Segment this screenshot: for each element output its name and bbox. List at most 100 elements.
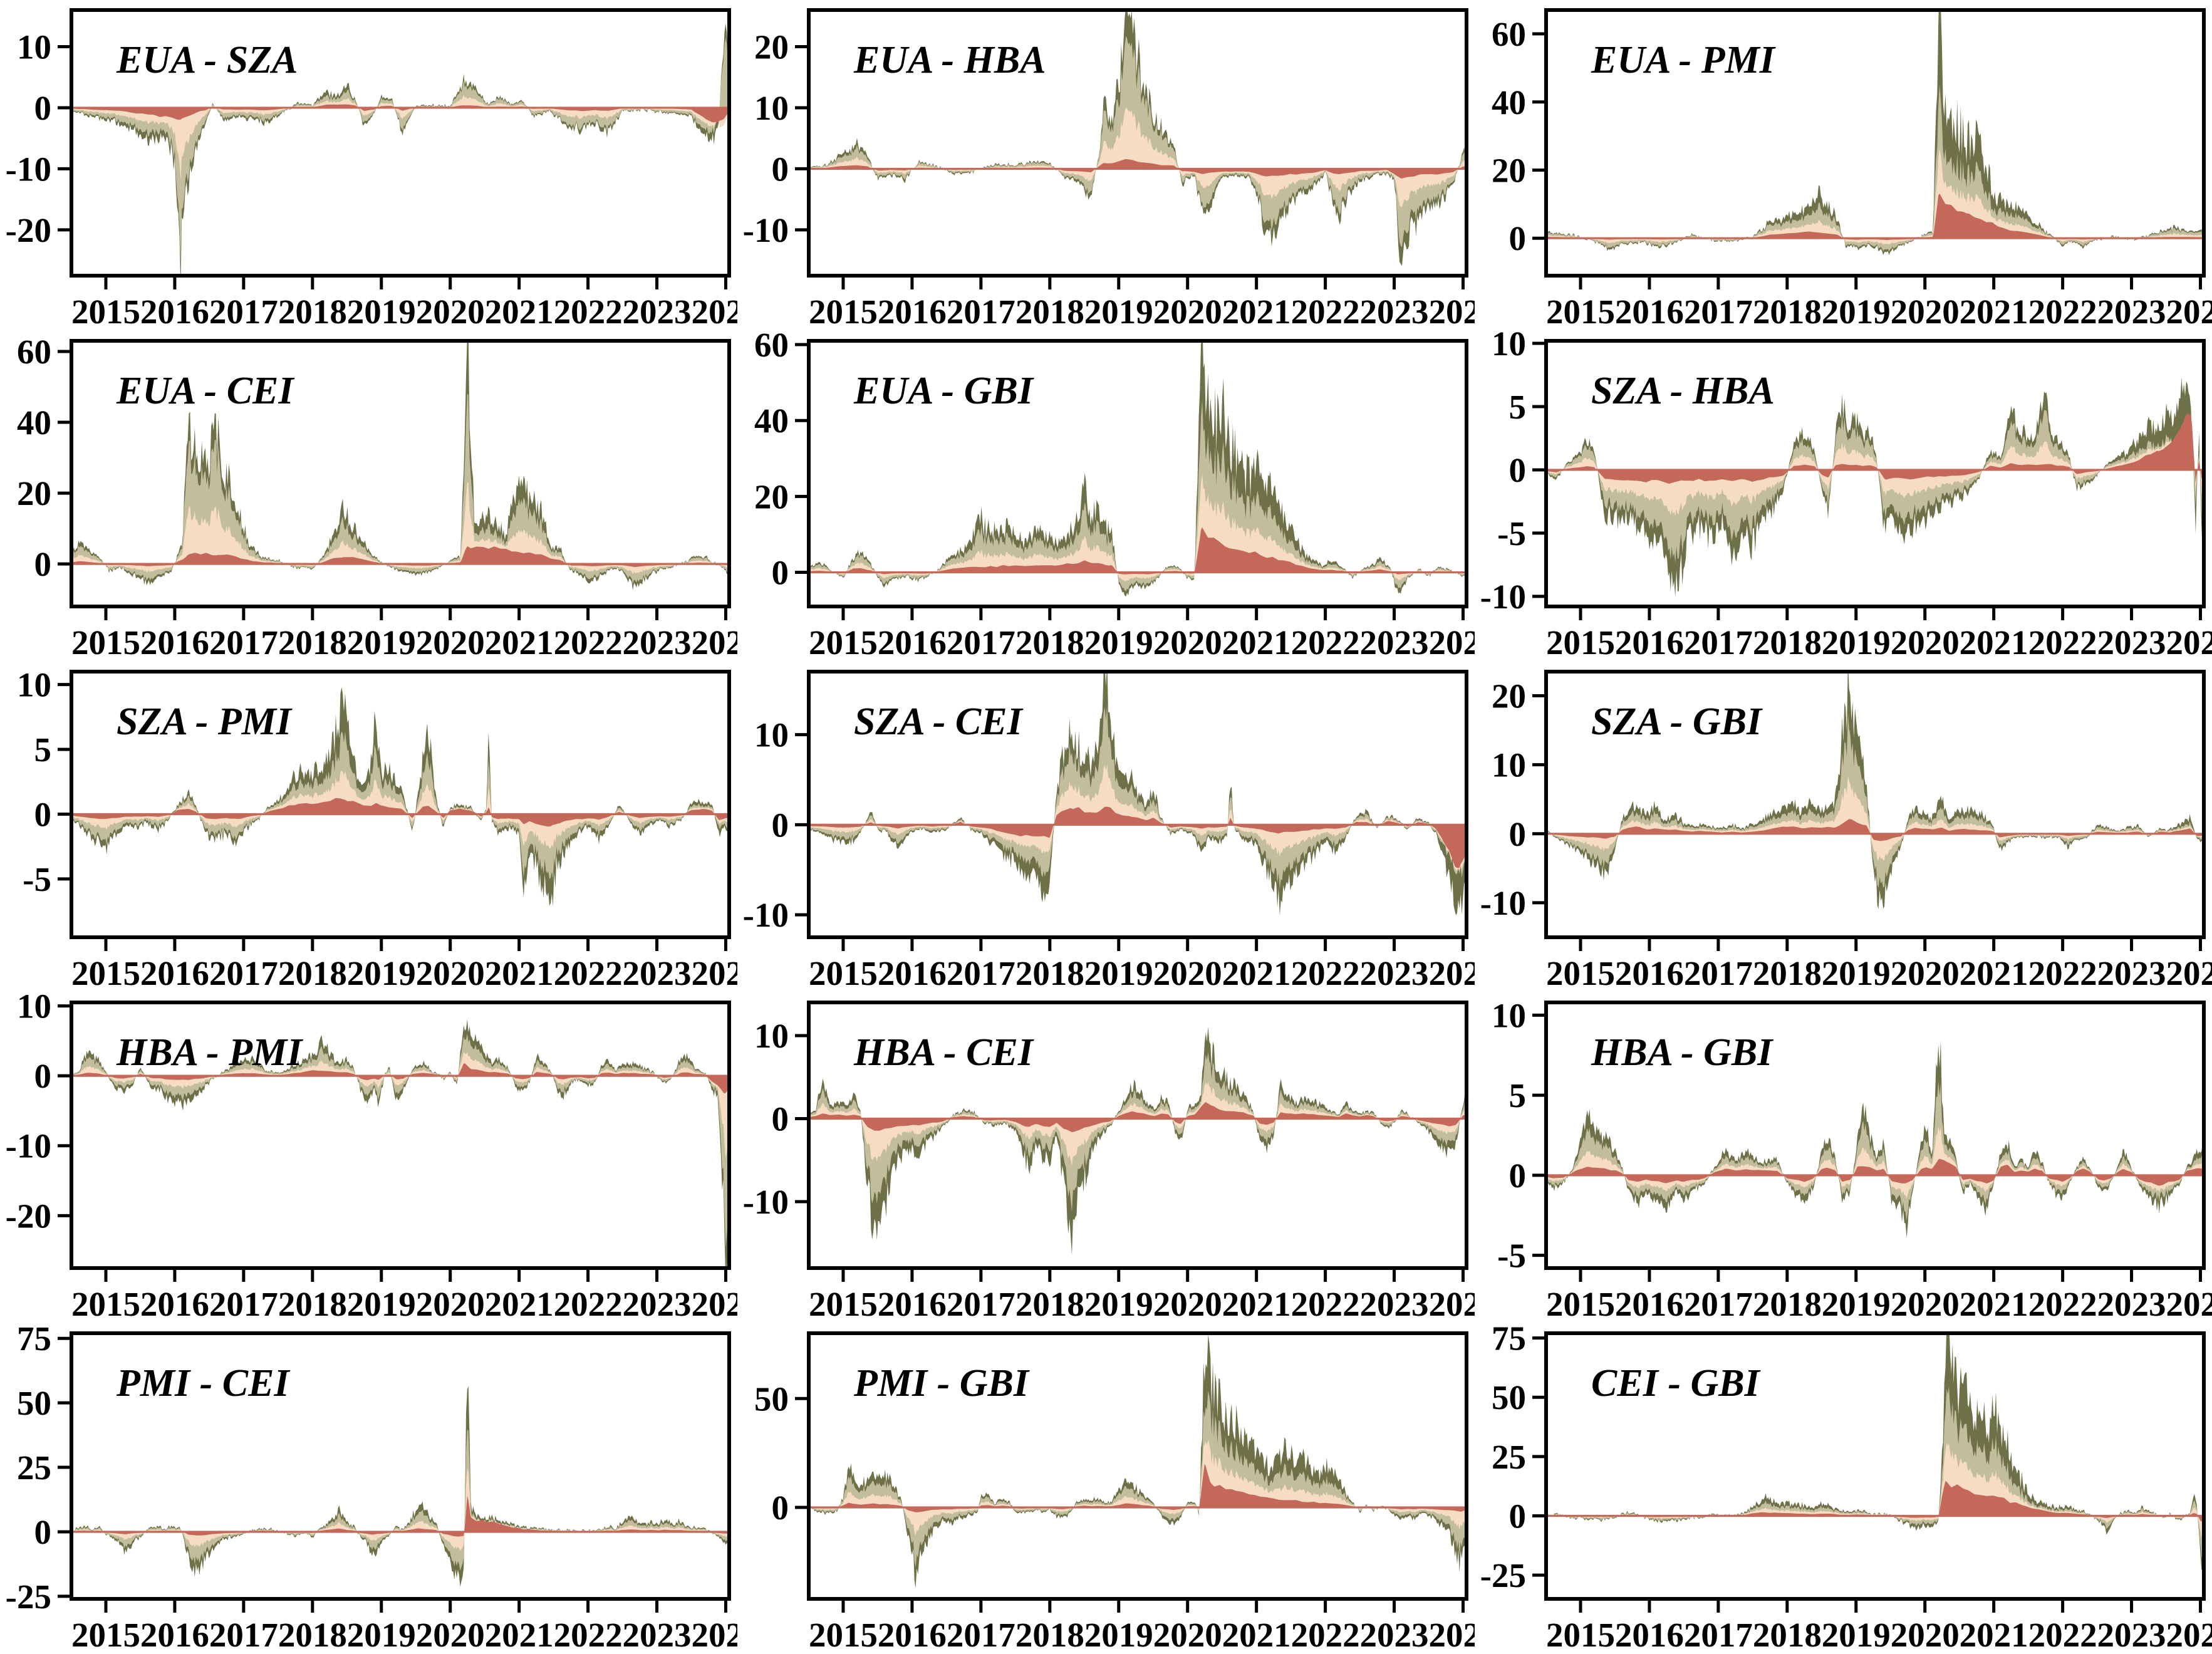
x-tick-label: 2017 <box>947 293 1015 331</box>
y-tick-label: 0 <box>34 796 52 834</box>
subplot-sza-cei: SZA - CEI 2015 2016 2017 2018 2019 2020 2021 20… <box>737 662 1475 992</box>
chart-title: EUA - CEI <box>116 370 294 412</box>
x-tick-label: 2016 <box>140 954 209 992</box>
area-mid-khaki <box>809 400 1467 591</box>
area-inner-red <box>71 546 729 568</box>
x-tick-label: 2021 <box>1222 954 1291 992</box>
plot-area <box>809 1026 1467 1256</box>
x-tick-label: 2021 <box>1222 623 1291 662</box>
x-tick-label: 2019 <box>1084 623 1153 662</box>
chart-title: HBA - GBI <box>1591 1031 1773 1074</box>
x-tick-label: 2022 <box>554 1285 623 1323</box>
subplot-sza-hba: SZA - HBA 2015 2016 2017 2018 2019 2020 2021 20… <box>1475 331 2212 662</box>
x-tick-label: 2016 <box>1615 1616 1684 1654</box>
x-tick-label: 2018 <box>1015 623 1084 662</box>
area-band-cream <box>1546 148 2204 245</box>
axes: 2015201620172018201920202021202220232024… <box>17 333 737 662</box>
area-mid-khaki <box>1546 1081 2204 1220</box>
y-tick-label: -10 <box>1480 578 1526 616</box>
area-inner-red <box>71 798 729 827</box>
x-tick-label: 2018 <box>1015 954 1084 992</box>
y-tick-label: 10 <box>754 716 789 754</box>
x-tick-label: 2024 <box>692 1285 737 1323</box>
y-tick-label: 20 <box>1492 151 1526 189</box>
x-tick-label: 2015 <box>1546 954 1615 992</box>
area-mid-khaki <box>1546 713 2204 888</box>
x-tick-label: 2022 <box>554 293 623 331</box>
chart-canvas-sza-pmi: SZA - PMI 2015 2016 2017 2018 2019 2020 2021 20… <box>17 666 737 992</box>
subplot-hba-pmi: HBA - PMI 2015 2016 2017 2018 2019 2020 2021 20… <box>0 992 737 1323</box>
axes: 2015201620172018201920202021202220232024… <box>754 331 1475 662</box>
plot-frame <box>807 339 1468 608</box>
y-tick-label: 60 <box>1492 15 1526 53</box>
area-band-cream <box>809 1081 1467 1166</box>
y-tick-label: 0 <box>1509 815 1527 853</box>
x-tick-label: 2023 <box>2097 293 2166 331</box>
plot-frame <box>1544 339 2206 608</box>
x-tick-label: 2019 <box>1822 623 1891 662</box>
x-tick-label: 2023 <box>1360 1616 1429 1654</box>
y-tick-label: -5 <box>1497 1237 1526 1275</box>
subplot-eua-pmi: EUA - PMI 2015 2016 2017 2018 2019 2020 2021 20… <box>1475 0 2212 331</box>
x-tick-label: 2016 <box>878 1616 947 1654</box>
x-tick-label: 2024 <box>692 293 737 331</box>
y-tick-label: 75 <box>1492 1323 1526 1358</box>
x-tick-label: 2015 <box>1546 1285 1615 1323</box>
x-tick-label: 2022 <box>2028 954 2097 992</box>
plot-area <box>71 687 729 907</box>
x-tick-label: 2023 <box>623 293 692 331</box>
y-tick-label: -20 <box>6 211 51 249</box>
x-tick-label: 2020 <box>1891 623 1960 662</box>
x-tick-label: 2024 <box>1429 1616 1475 1654</box>
area-inner-red <box>1546 1480 2204 1522</box>
y-tick-label: 10 <box>754 89 789 127</box>
x-tick-label: 2017 <box>209 1285 278 1323</box>
x-tick-label: 2024 <box>2166 954 2212 992</box>
chart-canvas-hba-pmi: HBA - PMI 2015 2016 2017 2018 2019 2020 2021 20… <box>6 992 737 1323</box>
x-tick-label: 2019 <box>1084 293 1153 331</box>
x-tick-label: 2016 <box>878 293 947 331</box>
x-tick-label: 2021 <box>485 1616 554 1654</box>
chart-canvas-eua-gbi: EUA - GBI 2015 2016 2017 2018 2019 2020 2021 20… <box>754 331 1475 662</box>
x-tick-label: 2018 <box>278 1285 347 1323</box>
x-tick-label: 2016 <box>140 293 209 331</box>
y-tick-label: 0 <box>772 553 789 591</box>
chart-canvas-sza-hba: SZA - HBA 2015 2016 2017 2018 2019 2020 2021 20… <box>1480 331 2212 662</box>
x-tick-label: 2016 <box>878 623 947 662</box>
y-tick-label: -5 <box>23 860 51 898</box>
x-tick-label: 2024 <box>2166 1616 2212 1654</box>
y-tick-label: 0 <box>34 1057 52 1095</box>
y-tick-label: -25 <box>1480 1556 1526 1594</box>
x-tick-label: 2015 <box>71 954 140 992</box>
x-tick-label: 2018 <box>1753 954 1822 992</box>
x-tick-label: 2017 <box>1684 293 1753 331</box>
plot-area <box>71 23 729 276</box>
y-tick-label: 5 <box>1509 1076 1527 1115</box>
x-tick-label: 2021 <box>485 1285 554 1323</box>
y-tick-label: 0 <box>1509 1497 1527 1536</box>
plot-area <box>71 1019 729 1268</box>
x-tick-label: 2017 <box>947 1285 1015 1323</box>
x-tick-label: 2020 <box>416 623 485 662</box>
area-band-cream <box>71 1468 729 1551</box>
axes: 2015201620172018201920202021202220232024… <box>6 1323 737 1654</box>
x-tick-label: 2018 <box>1015 1285 1084 1323</box>
plot-frame <box>70 339 731 608</box>
axes: 2015201620172018201920202021202220232024… <box>743 8 1475 331</box>
y-tick-label: 5 <box>1509 388 1527 426</box>
x-tick-label: 2021 <box>1960 623 2028 662</box>
x-tick-label: 2024 <box>1429 954 1475 992</box>
plot-area <box>71 1386 729 1587</box>
area-inner-red <box>809 806 1467 868</box>
x-tick-label: 2023 <box>1360 623 1429 662</box>
x-tick-label: 2024 <box>692 623 737 662</box>
x-tick-label: 2022 <box>1291 1616 1360 1654</box>
x-tick-label: 2018 <box>278 954 347 992</box>
x-tick-label: 2015 <box>1546 623 1615 662</box>
x-tick-label: 2015 <box>71 293 140 331</box>
x-tick-label: 2016 <box>1615 623 1684 662</box>
x-tick-label: 2019 <box>1084 954 1153 992</box>
x-tick-label: 2016 <box>1615 954 1684 992</box>
y-tick-label: 75 <box>17 1323 51 1358</box>
